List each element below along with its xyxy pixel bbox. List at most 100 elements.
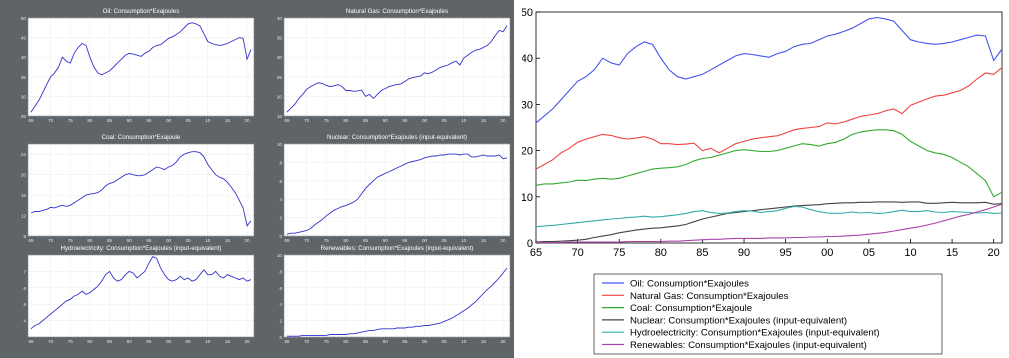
combined-plot-area: [535, 11, 1003, 244]
small-chart-xtick-label: 65: [284, 118, 290, 123]
small-chart-title: Renewables: Consumption*Exajoules (input…: [321, 245, 474, 252]
small-chart-xtick-label: 95: [146, 238, 152, 243]
small-chart-xtick-label: 05: [186, 118, 192, 123]
small-chart-ytick-label: 7: [23, 269, 26, 274]
small-chart-xtick-label: 20: [245, 339, 251, 344]
small-chart-xtick-label: 00: [166, 238, 172, 243]
legend-label-hydro: Hydroelectricity: Consumption*Exajoules …: [630, 328, 880, 339]
small-chart-title: Hydroelectricity: Consumption*Exajoules …: [61, 245, 222, 252]
small-chart-ytick-label: 40: [21, 55, 27, 60]
small-chart-xtick-label: 15: [481, 118, 487, 123]
small-chart-xtick-label: 00: [166, 118, 172, 123]
small-chart-line-renew: [287, 267, 508, 337]
small-chart-xtick-label: 65: [28, 118, 34, 123]
small-chart-ytick-label: 24: [21, 152, 27, 157]
small-chart-coal: Coal: Consumption*Exajoule 8 12 16 20 24 65 70 7…: [21, 134, 255, 243]
small-chart-ytick-label: 5: [23, 302, 26, 307]
small-chart-xtick-label: 05: [442, 118, 448, 123]
small-chart-ytick-label: 45: [21, 36, 27, 41]
small-chart-plot-area: [283, 17, 511, 117]
combined-xtick-label: 05: [863, 247, 875, 259]
combined-xtick-label: 15: [946, 247, 958, 259]
small-chart-line-gas: [286, 25, 508, 113]
small-chart-ytick-label: 40: [277, 16, 283, 21]
small-chart-ytick-label: 30: [21, 94, 27, 99]
small-chart-ytick-label: 0: [279, 335, 282, 340]
small-chart-ytick-label: 2: [279, 319, 282, 324]
small-chart-xtick-label: 95: [402, 118, 408, 123]
small-chart-xtick-label: 20: [245, 118, 251, 123]
small-chart-xtick-label: 10: [205, 238, 211, 243]
small-chart-nuclear: Nuclear: Consumption*Exajoules (input-eq…: [277, 134, 511, 243]
combined-chart-panel: 0 10 20 30 40 50 65 70 75 80 85 90 95 00 05 10 15 20 Oil: …: [522, 0, 1009, 358]
small-chart-xtick-label: 20: [245, 238, 251, 243]
combined-ytick-label: 40: [522, 53, 533, 65]
small-chart-renew: Renewables: Consumption*Exajoules (input…: [277, 245, 511, 344]
combined-line-gas: [535, 66, 1003, 170]
small-chart-title: Natural Gas: Consumption*Exajoules: [346, 8, 448, 15]
small-multiples-panel: Oil: Consumption*Exajoules 25 30 35 40 45 50 65…: [0, 0, 514, 358]
small-chart-ytick-label: 2: [279, 216, 282, 221]
small-chart-xtick-label: 90: [127, 339, 133, 344]
small-chart-xtick-label: 10: [461, 238, 467, 243]
legend-label-oil: Oil: Consumption*Exajoules: [630, 279, 749, 290]
small-chart-title: Nuclear: Consumption*Exajoules (input-eq…: [327, 134, 467, 141]
small-chart-plot-area: [27, 143, 255, 237]
small-chart-title: Oil: Consumption*Exajoules: [103, 8, 180, 15]
legend-box: [593, 273, 943, 355]
small-chart-xtick-label: 70: [304, 118, 310, 123]
combined-line-coal: [535, 129, 1003, 198]
small-chart-xtick-label: 15: [225, 238, 231, 243]
small-chart-xtick-label: 00: [422, 118, 428, 123]
legend-label-nuclear: Nuclear: Consumption*Exajoules (input-eq…: [630, 315, 847, 326]
small-chart-ytick-label: 8: [23, 234, 26, 239]
small-chart-xtick-label: 20: [501, 118, 507, 123]
small-chart-xtick-label: 85: [363, 118, 369, 123]
small-chart-plot-area: [27, 17, 255, 117]
small-chart-xtick-label: 15: [225, 118, 231, 123]
small-chart-hydro: Hydroelectricity: Consumption*Exajoules …: [23, 245, 255, 344]
small-chart-line-nuclear: [286, 153, 508, 235]
small-chart-xtick-label: 75: [324, 118, 330, 123]
small-chart-ytick-label: 16: [21, 193, 27, 198]
small-chart-xtick-label: 80: [343, 238, 349, 243]
small-chart-xtick-label: 15: [481, 339, 487, 344]
small-chart-xtick-label: 80: [343, 118, 349, 123]
small-chart-xtick-label: 10: [205, 339, 211, 344]
small-chart-xtick-label: 65: [284, 238, 290, 243]
small-chart-plot-area: [283, 143, 511, 237]
small-chart-oil: Oil: Consumption*Exajoules 25 30 35 40 45 50 65…: [21, 8, 255, 123]
small-chart-xtick-label: 05: [186, 238, 192, 243]
small-chart-xtick-label: 80: [343, 339, 349, 344]
small-chart-ytick-label: 12: [21, 214, 27, 219]
small-chart-ytick-label: 25: [21, 114, 27, 119]
small-chart-ytick-label: 4: [23, 319, 26, 324]
small-chart-xtick-label: 00: [166, 339, 172, 344]
legend-label-coal: Coal: Consumption*Exajoule: [630, 303, 752, 314]
legend-label-gas: Natural Gas: Consumption*Exajoules: [630, 291, 789, 302]
combined-chart-svg: 0 10 20 30 40 50 65 70 75 80 85 90 95 00 05 10 15 20 Oil: …: [522, 7, 1003, 355]
small-chart-xtick-label: 05: [442, 238, 448, 243]
small-multiples-svg: Oil: Consumption*Exajoules25303540455065…: [21, 8, 511, 344]
small-chart-xtick-label: 70: [48, 339, 54, 344]
small-chart-xtick-label: 75: [68, 118, 74, 123]
small-chart-xtick-label: 80: [87, 118, 93, 123]
small-chart-plot-area: [27, 254, 255, 338]
small-chart-line-oil: [30, 22, 252, 113]
small-chart-ytick-label: 4: [279, 302, 282, 307]
small-chart-ytick-label: 6: [279, 286, 282, 291]
combined-ytick-label: 0: [527, 238, 533, 250]
small-chart-xtick-label: 70: [48, 118, 54, 123]
small-chart-xtick-label: 70: [304, 238, 310, 243]
small-chart-xtick-label: 95: [146, 118, 152, 123]
small-chart-xtick-label: 90: [383, 339, 389, 344]
small-chart-xtick-label: 20: [501, 339, 507, 344]
small-chart-xtick-label: 00: [422, 339, 428, 344]
small-chart-title: Coal: Consumption*Exajoule: [102, 134, 181, 141]
combined-ytick-label: 10: [522, 192, 533, 204]
small-chart-xtick-label: 75: [68, 238, 74, 243]
small-chart-xtick-label: 90: [127, 118, 133, 123]
small-chart-xtick-label: 70: [304, 339, 310, 344]
small-chart-ytick-label: 6: [23, 286, 26, 291]
small-chart-xtick-label: 80: [87, 238, 93, 243]
